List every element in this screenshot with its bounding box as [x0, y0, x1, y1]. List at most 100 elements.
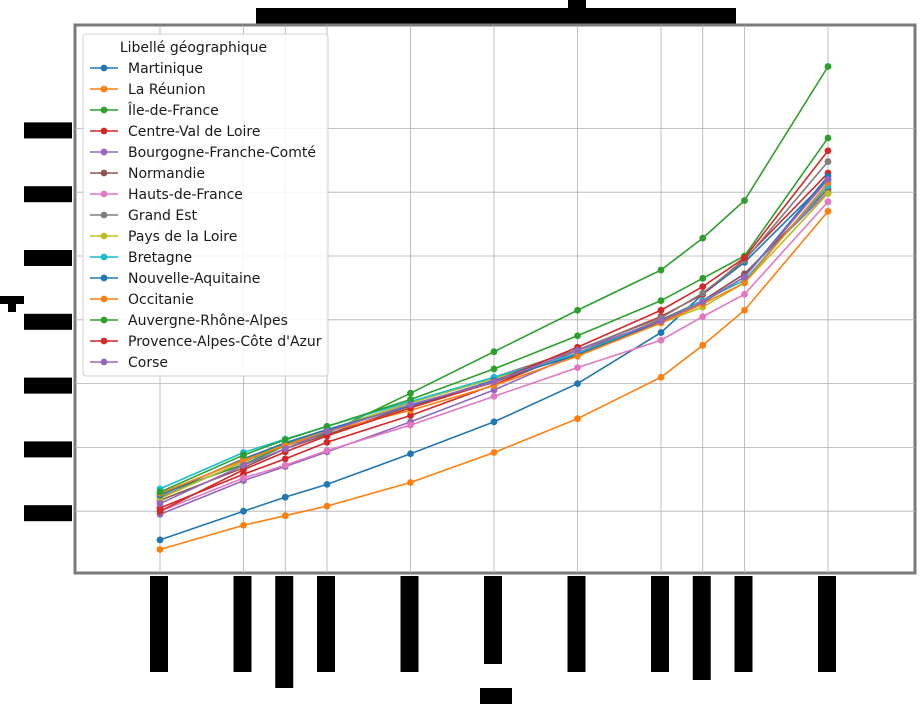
legend-item: Provence-Alpes-Côte d'Azur	[90, 334, 322, 350]
legend-swatch-marker	[100, 85, 108, 93]
data-point	[281, 512, 289, 520]
data-point	[323, 447, 331, 454]
data-point	[574, 332, 581, 340]
data-point	[490, 449, 498, 456]
data-point	[699, 274, 707, 282]
data-point	[156, 488, 164, 496]
data-point	[699, 234, 707, 242]
legend-swatch-marker	[100, 274, 108, 282]
legend-swatch-marker	[100, 253, 108, 261]
legend-label: Corse	[128, 355, 168, 371]
data-point	[657, 297, 665, 305]
legend-swatch-marker	[100, 211, 108, 219]
data-point	[741, 279, 748, 287]
legend-item: Centre-Val de Loire	[90, 124, 260, 140]
legend-swatch-marker	[100, 127, 108, 135]
legend-item: Auvergne-Rhône-Alpes	[90, 313, 288, 329]
data-point	[323, 438, 331, 446]
y-tick-label-redacted	[24, 186, 72, 203]
legend-label: Nouvelle-Aquitaine	[128, 271, 260, 287]
x-tick-label-redacted	[233, 576, 252, 672]
data-point	[824, 147, 832, 155]
data-point	[407, 421, 414, 429]
data-point	[240, 461, 247, 469]
data-point	[657, 373, 665, 381]
series-1	[156, 207, 832, 553]
legend-item: Bretagne	[90, 250, 192, 266]
legend-item: Hauts-de-France	[90, 187, 243, 203]
legend-swatch-marker	[100, 148, 108, 156]
legend-item: Nouvelle-Aquitaine	[90, 271, 260, 287]
legend-item: Corse	[90, 355, 168, 371]
data-point	[657, 266, 665, 274]
data-point	[657, 306, 665, 314]
y-tick-label-redacted	[24, 250, 72, 266]
redacted-xlabel	[480, 688, 512, 704]
y-tick-label-redacted	[24, 122, 72, 139]
data-point	[574, 352, 581, 360]
data-point	[490, 365, 498, 373]
data-point	[824, 158, 832, 165]
data-point	[490, 378, 498, 386]
data-point	[407, 389, 414, 397]
data-point	[281, 493, 289, 501]
series-12	[156, 134, 832, 496]
data-point	[156, 507, 164, 515]
legend-swatch-marker	[100, 190, 108, 198]
x-tick-label-redacted	[651, 576, 669, 672]
data-point	[407, 401, 414, 409]
data-point	[657, 336, 665, 344]
y-tick-label-redacted	[24, 505, 72, 522]
legend-item: Grand Est	[90, 208, 198, 224]
data-point	[824, 176, 832, 183]
legend-item: Pays de la Loire	[90, 229, 237, 245]
data-point	[699, 289, 707, 297]
legend-swatch-marker	[100, 358, 108, 366]
data-point	[824, 190, 832, 197]
gridlines	[75, 25, 915, 573]
y-tick-label-redacted	[24, 441, 72, 458]
legend-label: Pays de la Loire	[128, 229, 237, 245]
data-point	[741, 273, 748, 281]
data-point	[156, 546, 164, 553]
x-tick-label-redacted	[484, 576, 502, 664]
data-point	[240, 456, 247, 464]
legend-label: Normandie	[128, 166, 205, 182]
redacted-ylabel-mark	[8, 304, 16, 312]
data-point	[574, 364, 581, 372]
data-point	[281, 455, 289, 463]
data-point	[323, 422, 331, 430]
x-tick-label-redacted	[400, 576, 419, 672]
data-point	[156, 536, 164, 544]
x-tick-label-redacted	[150, 576, 168, 672]
legend-label: Grand Est	[128, 208, 198, 224]
data-point	[741, 306, 748, 314]
legend-swatch-marker	[100, 169, 108, 177]
data-point	[824, 134, 832, 142]
data-point	[407, 479, 414, 486]
legend-label: Hauts-de-France	[128, 187, 243, 203]
data-point	[490, 418, 498, 426]
data-point	[741, 197, 748, 204]
legend-swatch-marker	[100, 106, 108, 114]
legend-item: Martinique	[90, 61, 203, 77]
legend-box	[82, 33, 329, 377]
data-point	[741, 290, 748, 298]
data-point	[699, 313, 707, 321]
legend-item: Île-de-France	[90, 101, 219, 119]
data-point	[156, 500, 164, 507]
data-point	[323, 428, 331, 435]
legend-item: Bourgogne-Franche-Comté	[90, 145, 316, 161]
data-point	[490, 348, 498, 356]
data-point	[699, 341, 707, 349]
legend-label: Bourgogne-Franche-Comté	[128, 145, 316, 161]
legend-label: Bretagne	[128, 250, 192, 266]
series-14	[156, 176, 832, 507]
data-point	[824, 63, 832, 70]
legend-item: La Réunion	[90, 82, 206, 98]
x-tick-label-redacted	[275, 576, 294, 688]
data-point	[323, 502, 331, 510]
redacted-title	[256, 8, 736, 25]
data-point	[824, 207, 832, 215]
